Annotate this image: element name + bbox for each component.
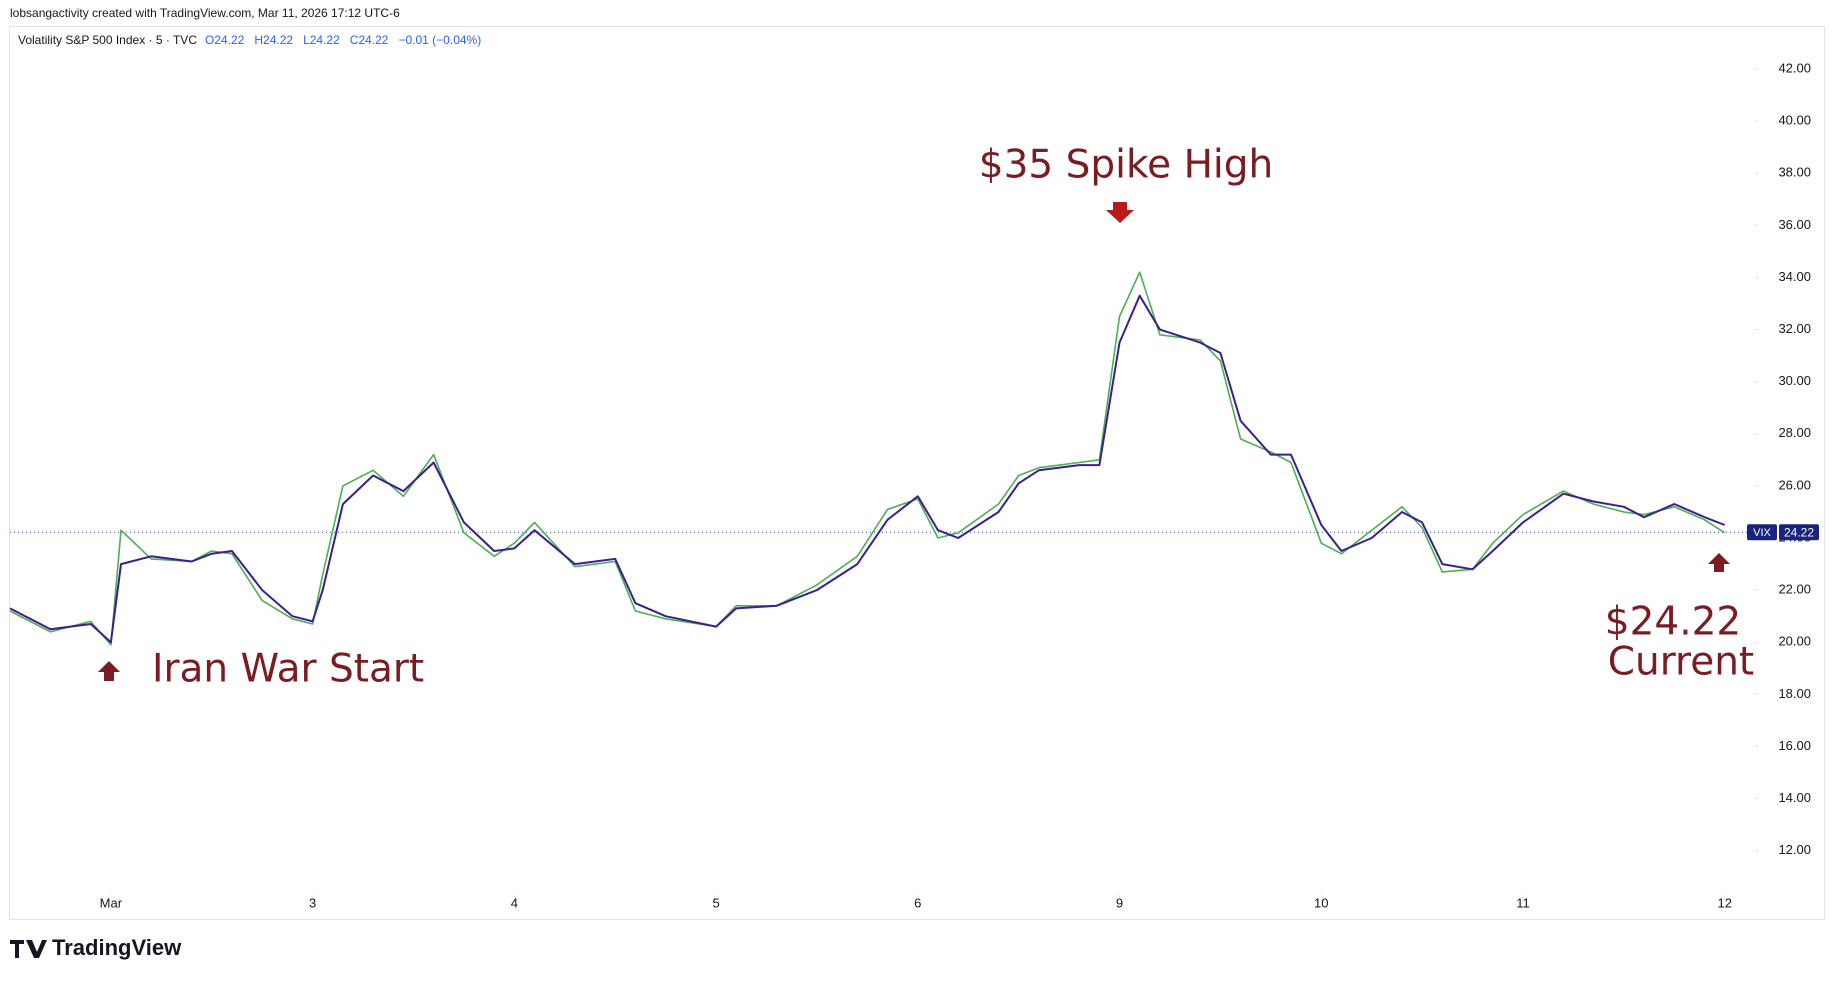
logo-mark — [10, 940, 47, 958]
x-tick-label: 5 — [712, 895, 719, 910]
ohlc-value: H24.22 — [254, 33, 293, 47]
annotation: $35 Spike High — [979, 143, 1273, 188]
y-tick-label: 28.00 — [1778, 425, 1811, 440]
x-tick-label: 11 — [1516, 895, 1530, 910]
arrow-up — [1708, 553, 1730, 572]
x-tick-label: 3 — [309, 895, 316, 910]
annotation: $24.22 — [1605, 600, 1741, 645]
y-tick-label: 42.00 — [1778, 60, 1811, 75]
ohlc-value: C24.22 — [350, 33, 389, 47]
x-tick-label: 9 — [1116, 895, 1123, 910]
y-tick-label: 36.00 — [1778, 217, 1811, 232]
ticker-box — [1747, 524, 1777, 541]
y-tick-label: 18.00 — [1778, 686, 1811, 701]
x-tick-label: Mar — [100, 895, 123, 910]
ohlc-value: L24.22 — [303, 33, 340, 47]
y-tick-label: 14.00 — [1778, 790, 1811, 805]
y-tick-label: 38.00 — [1778, 165, 1811, 180]
last-price-box — [1779, 524, 1819, 541]
series-line — [9, 294, 1726, 644]
arrow-down — [1106, 202, 1134, 223]
y-tick-label: 20.00 — [1778, 634, 1811, 649]
x-tick-label: 12 — [1718, 895, 1732, 910]
ohlc-value: O24.22 — [205, 33, 245, 47]
ohlc: O24.22 H24.22 L24.22 C24.22 −0.01 (−0.04%) — [205, 33, 481, 47]
annotation: Iran War Start — [152, 647, 424, 692]
y-tick-label: 26.00 — [1778, 477, 1811, 492]
series-line — [9, 271, 1726, 646]
frame — [9, 26, 1825, 920]
y-tick-label: 30.00 — [1778, 373, 1811, 388]
x-tick-label: 4 — [511, 895, 518, 910]
y-tick-label: 40.00 — [1778, 113, 1811, 128]
symbol: Volatility S&P 500 Index · 5 · TVC — [18, 33, 197, 47]
y-tick-label: 32.00 — [1778, 321, 1811, 336]
y-tick-label: 22.00 — [1778, 582, 1811, 597]
brand: TradingView — [52, 935, 182, 960]
y-tick-label: 16.00 — [1778, 738, 1811, 753]
y-tick-label: 34.00 — [1778, 269, 1811, 284]
x-tick-label: 6 — [914, 895, 921, 910]
ticker: VIX — [1753, 527, 1771, 539]
ohlc-value: −0.01 (−0.04%) — [398, 33, 481, 47]
plot — [9, 271, 1755, 646]
y-tick-label: 12.00 — [1778, 842, 1811, 857]
x-tick-label: 10 — [1314, 895, 1328, 910]
last-price-label: 24.22 — [1784, 525, 1814, 539]
credit: lobsangactivity created with TradingView… — [10, 6, 400, 20]
arrow-up — [98, 661, 120, 681]
annotation: Current — [1608, 640, 1754, 685]
